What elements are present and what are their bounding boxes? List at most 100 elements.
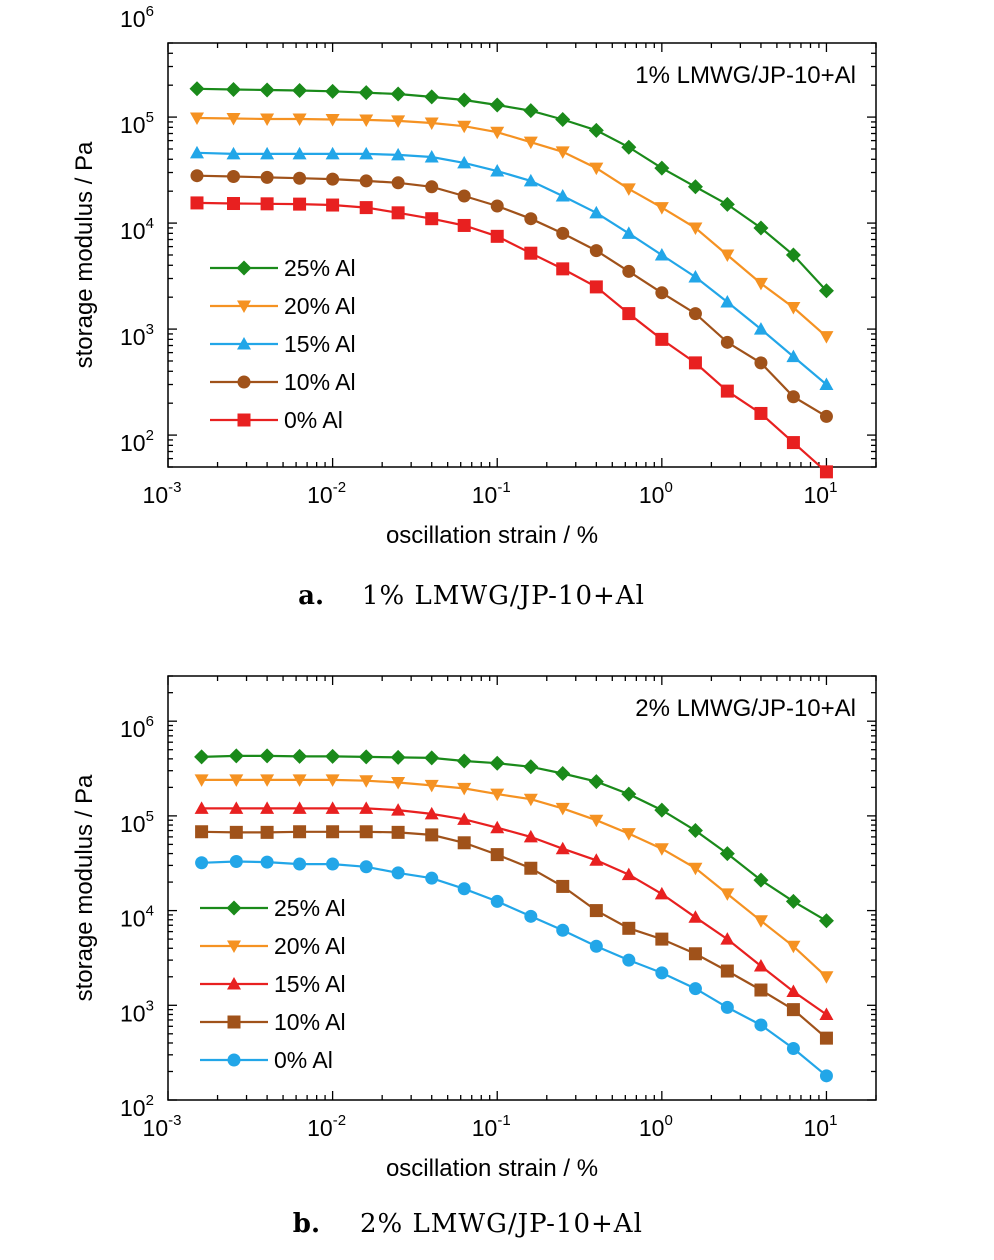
legend-label: 0% Al <box>284 407 343 433</box>
data-point <box>292 801 307 814</box>
data-point <box>622 307 636 321</box>
data-point <box>523 103 539 119</box>
data-point <box>456 753 472 769</box>
x-tick-label: 100 <box>639 479 673 508</box>
y-tick-label: 105 <box>120 109 154 138</box>
data-point <box>489 97 505 113</box>
data-point <box>391 176 405 190</box>
y-tick-exponent: 6 <box>146 3 154 20</box>
data-point <box>391 147 406 161</box>
data-point <box>688 307 702 321</box>
data-point <box>260 113 275 126</box>
data-point <box>753 322 768 335</box>
data-point <box>228 748 244 764</box>
data-point <box>425 828 439 842</box>
data-point <box>226 146 241 160</box>
x-tick-exponent: 1 <box>829 1112 837 1129</box>
data-point <box>621 226 636 239</box>
data-point <box>227 197 241 211</box>
data-point <box>194 801 209 814</box>
data-point <box>424 806 439 820</box>
data-point <box>326 172 340 186</box>
data-point <box>260 801 275 814</box>
x-tick-label: 10-1 <box>472 1112 511 1141</box>
data-point <box>190 196 204 210</box>
data-point <box>391 115 406 128</box>
data-point <box>424 779 439 793</box>
data-point <box>259 748 275 764</box>
data-point <box>621 867 636 881</box>
legend-item: 20% Al <box>210 293 356 319</box>
data-point <box>325 146 340 160</box>
data-point <box>754 406 768 420</box>
data-point <box>490 788 505 802</box>
data-point <box>325 801 340 814</box>
chart-title: 2% LMWG/JP-10+Al <box>635 695 856 722</box>
data-point <box>556 226 570 240</box>
series-4 <box>195 825 833 1045</box>
legend-marker <box>236 260 252 276</box>
legend-label: 15% Al <box>274 971 346 997</box>
data-point <box>655 286 669 300</box>
data-point <box>260 146 275 160</box>
y-tick-label: 105 <box>120 808 154 837</box>
data-point <box>589 814 604 828</box>
data-point <box>588 774 604 790</box>
y-tick-base: 10 <box>120 112 146 138</box>
data-point <box>555 802 570 816</box>
data-point <box>457 812 472 825</box>
data-point <box>490 229 504 243</box>
data-point <box>457 189 471 203</box>
data-point <box>260 170 274 184</box>
series-2 <box>189 112 834 344</box>
data-point <box>786 436 800 450</box>
y-tick-label: 104 <box>120 215 154 244</box>
data-point <box>292 748 308 764</box>
data-point <box>720 1000 734 1014</box>
data-point <box>720 249 735 262</box>
plot-frame <box>167 42 877 468</box>
y-tick-label: 102 <box>120 1092 154 1121</box>
legend-marker <box>237 375 251 389</box>
x-tick-base: 10 <box>143 1115 169 1141</box>
legend-item: 20% Al <box>200 933 346 959</box>
data-point <box>688 910 703 923</box>
data-point <box>753 958 768 972</box>
data-point <box>490 199 504 213</box>
data-point <box>523 136 538 150</box>
data-point <box>391 866 405 880</box>
data-point <box>425 212 439 226</box>
y-tick-label: 104 <box>120 903 154 932</box>
data-point <box>229 801 244 814</box>
data-point <box>688 947 702 961</box>
y-tick-base: 10 <box>120 811 146 837</box>
legend-label: 0% Al <box>274 1047 333 1073</box>
data-point <box>589 205 604 219</box>
data-point <box>325 113 340 127</box>
data-point <box>194 774 209 787</box>
plot-frame <box>167 675 877 1101</box>
legend: 25% Al 20% Al 15% Al 10% Al 0% Al <box>200 895 346 1073</box>
data-point <box>189 81 205 97</box>
data-point <box>688 270 703 283</box>
data-point <box>226 112 241 126</box>
x-tick-label: 101 <box>803 479 837 508</box>
data-point <box>621 786 637 802</box>
caption-label: a. <box>298 581 324 611</box>
data-point <box>719 196 735 212</box>
data-point <box>555 766 571 782</box>
data-point <box>490 126 505 140</box>
x-tick-label: 10-2 <box>307 1112 346 1141</box>
caption-label: b. <box>293 1209 320 1239</box>
x-axis-label: oscillation strain / % <box>386 1155 598 1182</box>
data-point <box>753 277 768 291</box>
data-point <box>260 774 275 787</box>
data-point <box>819 409 833 423</box>
series-4 <box>190 169 833 423</box>
data-point <box>326 857 340 871</box>
legend: 25% Al 20% Al 15% Al 10% Al 0% Al <box>210 255 356 433</box>
data-point <box>292 83 308 99</box>
data-point <box>555 189 570 202</box>
y-tick-base: 10 <box>120 430 146 456</box>
legend-label: 10% Al <box>274 1009 346 1035</box>
